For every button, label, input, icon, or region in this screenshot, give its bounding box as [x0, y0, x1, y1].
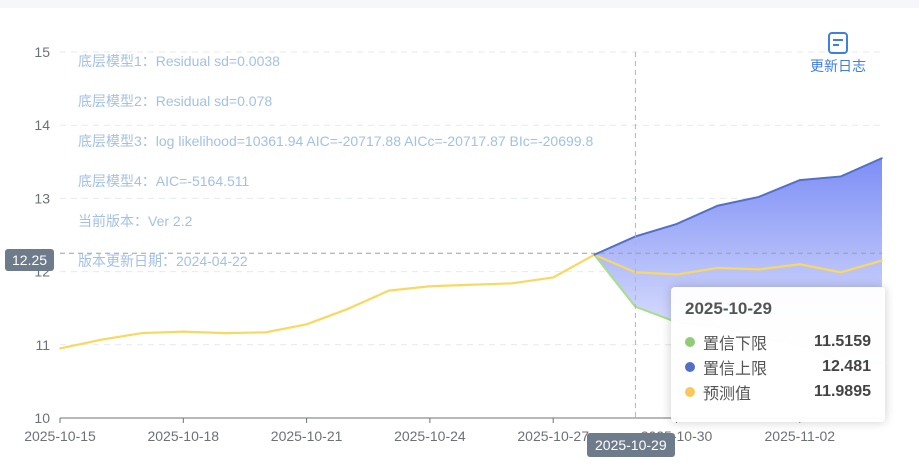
series-point-0 [840, 271, 842, 274]
x-axis-pointer-label: 2025-10-29 [587, 433, 675, 457]
series-point-2 [757, 196, 760, 198]
chart-card: 底层模型1：Residual sd=0.0038 底层模型2：Residual s… [0, 8, 919, 470]
tooltip-row-forecast: 预测值 11.9895 [685, 379, 871, 404]
series-point-0 [716, 267, 719, 269]
series-point-0 [429, 285, 431, 288]
x-tick-label: 2025-10-27 [517, 428, 589, 444]
tooltip-title: 2025-10-29 [685, 299, 772, 318]
tooltip-row-value: 12.481 [822, 357, 871, 375]
tooltip-row-lower: 置信下限 11.5159 [685, 329, 871, 354]
y-tick-label: 10 [34, 410, 50, 426]
series-point-0 [264, 331, 267, 334]
series-point-0 [470, 283, 472, 286]
x-tick-label: 2025-10-18 [147, 428, 219, 444]
x-tick-label: 2025-11-02 [765, 428, 836, 444]
x-tick-label: 2025-10-21 [271, 428, 343, 444]
series-point-0 [757, 268, 760, 271]
series-point-0 [100, 338, 102, 341]
series-point-0 [223, 332, 226, 334]
series-point-0 [388, 289, 390, 292]
model-annotation: 版本更新日期：2024-04-22 [78, 253, 248, 269]
tooltip-row-name: 置信上限 [703, 360, 768, 378]
series-point-2 [593, 253, 596, 256]
y-axis-pointer-label: 12.25 [5, 249, 55, 271]
legend-dot-upper [685, 361, 695, 372]
y-tick-label: 14 [34, 117, 50, 133]
series-point-2 [675, 223, 678, 225]
series-point-0 [552, 276, 554, 279]
tooltip-row-value: 11.5159 [814, 332, 871, 350]
y-tick-label: 13 [34, 190, 50, 206]
x-tick-label: 2025-10-24 [394, 428, 466, 444]
series-point-2 [799, 179, 801, 181]
update-log-label: 更新日志 [810, 58, 866, 74]
update-log-button[interactable]: 更新日志 [806, 32, 870, 82]
model-annotation: 底层模型2：Residual sd=0.078 [78, 93, 272, 109]
model-annotation: 底层模型4：AIC=-5164.511 [78, 173, 250, 189]
model-annotation: 底层模型1：Residual sd=0.0038 [78, 53, 280, 69]
legend-dot-lower [685, 336, 695, 347]
series-point-0 [881, 259, 883, 262]
x-tick-label: 2025-10-15 [24, 428, 96, 444]
series-point-2 [840, 175, 842, 178]
tooltip-row-upper: 置信上限 12.481 [685, 354, 871, 379]
series-point-2 [716, 204, 719, 207]
series-point-0 [346, 308, 349, 310]
series-point-0 [182, 330, 185, 333]
series-point-0 [141, 332, 143, 334]
model-annotation: 当前版本：Ver 2.2 [78, 213, 193, 229]
legend-dot-forecast [685, 386, 695, 397]
chart-tooltip: 2025-10-29 置信下限 11.5159 置信上限 12.481 预测值 … [671, 287, 885, 422]
series-point-0 [511, 282, 513, 285]
tooltip-row-name: 预测值 [703, 385, 752, 403]
series-point-2 [881, 157, 883, 159]
model-annotation: 底层模型3：log likelihood=10361.94 AIC=-20717… [78, 133, 593, 149]
y-tick-label: 15 [34, 44, 50, 60]
series-point-0 [799, 263, 801, 266]
tooltip-row-name: 置信下限 [703, 335, 768, 353]
series-line-2 [593, 157, 883, 256]
series-point-0 [675, 273, 678, 276]
tooltip-row-value: 11.9895 [814, 382, 871, 400]
y-tick-label: 11 [35, 337, 50, 353]
series-point-0 [59, 347, 61, 350]
document-icon [828, 32, 848, 54]
series-point-0 [305, 323, 308, 326]
